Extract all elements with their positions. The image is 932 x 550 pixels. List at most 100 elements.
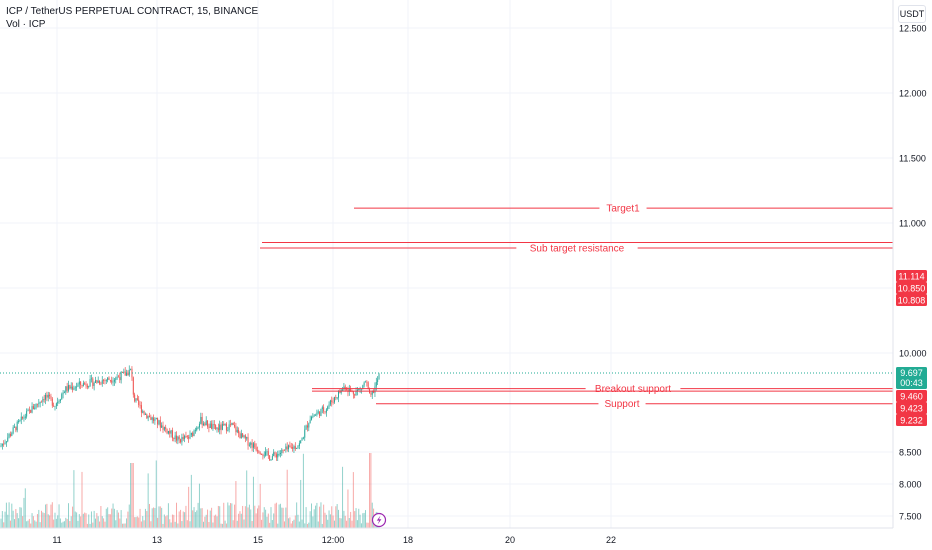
volume-bar — [271, 520, 273, 528]
volume-bar — [27, 520, 29, 528]
volume-bar — [292, 521, 294, 528]
currency-button[interactable]: USDT — [898, 5, 926, 23]
candle-body — [230, 424, 231, 426]
candle-body — [258, 451, 260, 453]
volume-bar — [120, 510, 122, 528]
candle-body — [185, 435, 187, 437]
candle-body — [120, 372, 122, 381]
volume-bar — [213, 515, 215, 528]
volume-bar — [134, 517, 136, 528]
candle-body — [96, 380, 98, 383]
candle-body — [305, 425, 307, 430]
volume-bar — [34, 520, 36, 528]
volume-bar — [69, 521, 71, 528]
candle-body — [205, 420, 207, 426]
chart-title: ICP / TetherUS PERPETUAL CONTRACT, 15, B… — [6, 6, 259, 17]
volume-bar — [197, 502, 199, 528]
lightning-icon[interactable] — [371, 512, 387, 528]
candle-body — [19, 420, 21, 422]
volume-bar — [298, 521, 300, 528]
candle-body — [377, 379, 379, 383]
volume-bar — [178, 511, 180, 528]
volume-bar — [182, 511, 184, 528]
candle-body — [57, 401, 59, 404]
volume-bar — [332, 515, 334, 528]
volume-bar — [142, 516, 144, 528]
volume-bar — [240, 513, 242, 528]
candle-body — [47, 394, 49, 398]
candle-body — [180, 439, 182, 443]
volume-bar — [315, 505, 317, 528]
level-price-tag: 9.460 — [900, 392, 923, 402]
candle-body — [89, 379, 91, 387]
candle-body — [99, 380, 101, 384]
volume-bar — [234, 504, 236, 528]
candle-body — [186, 436, 188, 438]
level-label: Support — [604, 399, 639, 410]
volume-bar — [269, 522, 271, 528]
candle-body — [108, 377, 110, 380]
volume-bar — [266, 516, 268, 528]
candle-body — [267, 451, 269, 456]
volume-bar — [284, 521, 285, 528]
candle-body — [225, 423, 227, 431]
candle-body — [123, 371, 125, 373]
volume-bar — [86, 523, 88, 528]
volume-bar — [232, 520, 234, 528]
candle-body — [232, 422, 234, 426]
candle-body — [263, 455, 265, 457]
level-lines: Target2Target1Sub target resistanceBreak… — [0, 204, 893, 410]
volume-bar — [61, 522, 63, 528]
volume-bar — [126, 518, 128, 528]
candle-body — [211, 423, 213, 429]
candle-body — [285, 446, 287, 450]
candle-body — [165, 427, 167, 429]
candle-body — [176, 435, 177, 441]
volume-bar — [84, 512, 86, 528]
volume-bar — [122, 523, 123, 528]
volume-bar — [66, 518, 68, 528]
volume-bar — [289, 517, 291, 528]
volume-bar — [74, 511, 76, 528]
candle-body — [43, 399, 45, 400]
candle-body — [339, 391, 341, 393]
volume-bar — [309, 511, 311, 528]
volume-bar — [99, 521, 101, 528]
volume-bar — [265, 509, 267, 528]
volume-bar — [42, 512, 44, 528]
candle-body — [161, 425, 163, 428]
candle-body — [197, 427, 199, 429]
volume-bar — [7, 514, 9, 528]
volume-bar — [325, 514, 327, 528]
candle-body — [95, 380, 96, 383]
candle-body — [242, 433, 244, 438]
volume-bar — [203, 521, 204, 528]
candle-body — [366, 381, 368, 383]
candle-body — [136, 398, 138, 400]
candle-body — [153, 417, 155, 421]
volume-bar — [171, 514, 173, 528]
volume-bar — [101, 516, 103, 528]
candle-body — [174, 435, 176, 440]
volume-bar — [348, 517, 350, 528]
candle-body — [162, 425, 164, 430]
volume-bar — [103, 518, 105, 528]
volume-bar — [8, 502, 10, 528]
candle-body — [221, 424, 223, 430]
candle-body — [24, 416, 26, 418]
volume-bar — [176, 502, 177, 528]
x-tick-label: 15 — [253, 535, 263, 545]
volume-bar — [248, 504, 250, 528]
volume-bar — [350, 511, 352, 528]
volume-bar — [170, 522, 172, 528]
candle-body — [346, 389, 348, 391]
volume-bar — [354, 511, 356, 528]
candle-body — [235, 426, 237, 433]
candle-body — [375, 382, 377, 387]
volume-bar — [130, 463, 132, 528]
volume-bar — [328, 510, 330, 528]
candle-body — [144, 414, 146, 415]
candle-body — [5, 441, 7, 443]
candle-body — [327, 406, 329, 410]
